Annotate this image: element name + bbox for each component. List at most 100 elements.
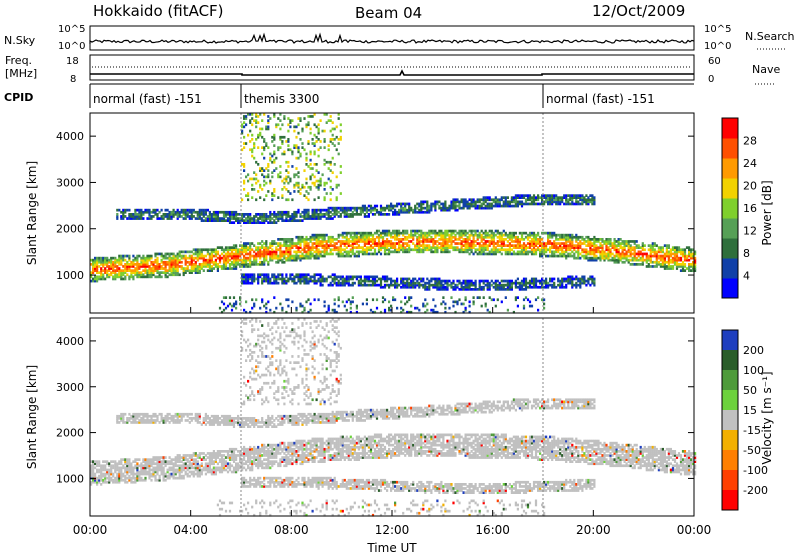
heat-cell [553,233,556,237]
heat-cell [454,285,457,289]
heat-cell [265,310,268,314]
heat-cell [204,213,207,216]
heat-cell [474,250,477,254]
heat-cell [333,248,336,252]
heat-cell [386,213,389,216]
heat-cell [414,285,417,289]
heat-cell [690,269,693,272]
heat-cell [424,304,427,308]
heat-cell [190,265,193,268]
heat-cell [339,138,342,141]
heat-cell [289,219,292,222]
heat-cell [271,250,274,254]
heat-cell [287,250,290,254]
heat-cell [446,242,449,245]
heat-cell [444,240,447,243]
heat-cell [359,206,362,210]
heat-cell [420,250,423,254]
heat-cell [307,238,310,241]
heat-cell [277,146,280,149]
heat-cell [613,244,616,247]
heat-cell [263,248,266,252]
heat-cell [277,175,280,179]
heat-cell [241,263,244,266]
heat-cell [214,213,217,216]
heat-cell [273,133,276,137]
heat-cell [369,246,373,249]
heat-cell [351,210,354,214]
heat-cell [414,210,417,214]
heat-cell [474,279,477,283]
heat-cell [573,277,576,281]
heat-cell [392,213,395,216]
heat-cell [251,221,254,224]
heat-cell [138,275,141,279]
heat-cell [98,462,101,466]
heat-cell [480,288,483,291]
heat-cell [526,285,530,289]
heat-cell [347,275,350,279]
heat-cell [388,213,391,216]
heat-cell [412,248,415,252]
heat-cell [528,281,532,285]
heat-cell [593,242,596,245]
heat-cell [446,283,449,287]
heat-cell [436,279,439,283]
heat-cell [293,250,296,254]
heat-cell [154,208,157,212]
heat-cell [450,244,453,247]
heat-cell [446,288,449,291]
heat-cell [400,277,403,281]
heat-cell [494,288,497,291]
heat-cell [625,244,628,247]
heat-cell [361,302,364,306]
heat-cell [289,148,292,152]
heat-cell [122,213,125,216]
heat-cell [351,206,354,210]
heat-cell [522,283,526,287]
heat-cell [164,254,167,258]
heat-cell [327,235,330,239]
heat-cell [343,240,346,243]
heat-cell [430,206,433,210]
heat-cell [148,265,151,268]
heat-cell [347,298,350,302]
heat-cell [251,275,254,279]
heat-cell [92,472,95,476]
heat-cell [404,235,407,239]
heat-cell [148,273,151,277]
heat-cell [194,217,197,220]
heat-cell [112,267,115,270]
heat-cell [160,258,163,262]
heat-cell [388,283,391,287]
heat-cell [561,198,564,202]
heat-cell [486,285,489,289]
heat-cell [174,260,177,264]
heat-cell [468,229,471,233]
heat-cell [216,246,219,249]
heat-cell [585,256,588,260]
heat-cell [591,256,594,260]
heat-cell [553,254,556,258]
heat-cell [379,213,383,216]
heat-cell [563,242,566,245]
heat-cell [301,256,304,260]
heat-cell [458,202,461,206]
heat-cell [406,231,409,235]
heat-cell [621,256,624,260]
heat-cell [194,256,197,260]
heat-cell [488,196,491,199]
heat-cell [166,271,169,274]
heat-cell [226,213,230,216]
heat-cell [406,235,409,239]
heat-cell [160,260,163,264]
heat-cell [329,210,332,214]
heat-cell [480,233,483,237]
heat-cell [482,250,485,254]
heat-cell [359,277,362,281]
heat-cell [273,273,276,277]
heat-cell [313,175,316,179]
heat-cell [375,279,379,283]
heat-cell [216,263,219,266]
heat-cell [311,138,314,141]
